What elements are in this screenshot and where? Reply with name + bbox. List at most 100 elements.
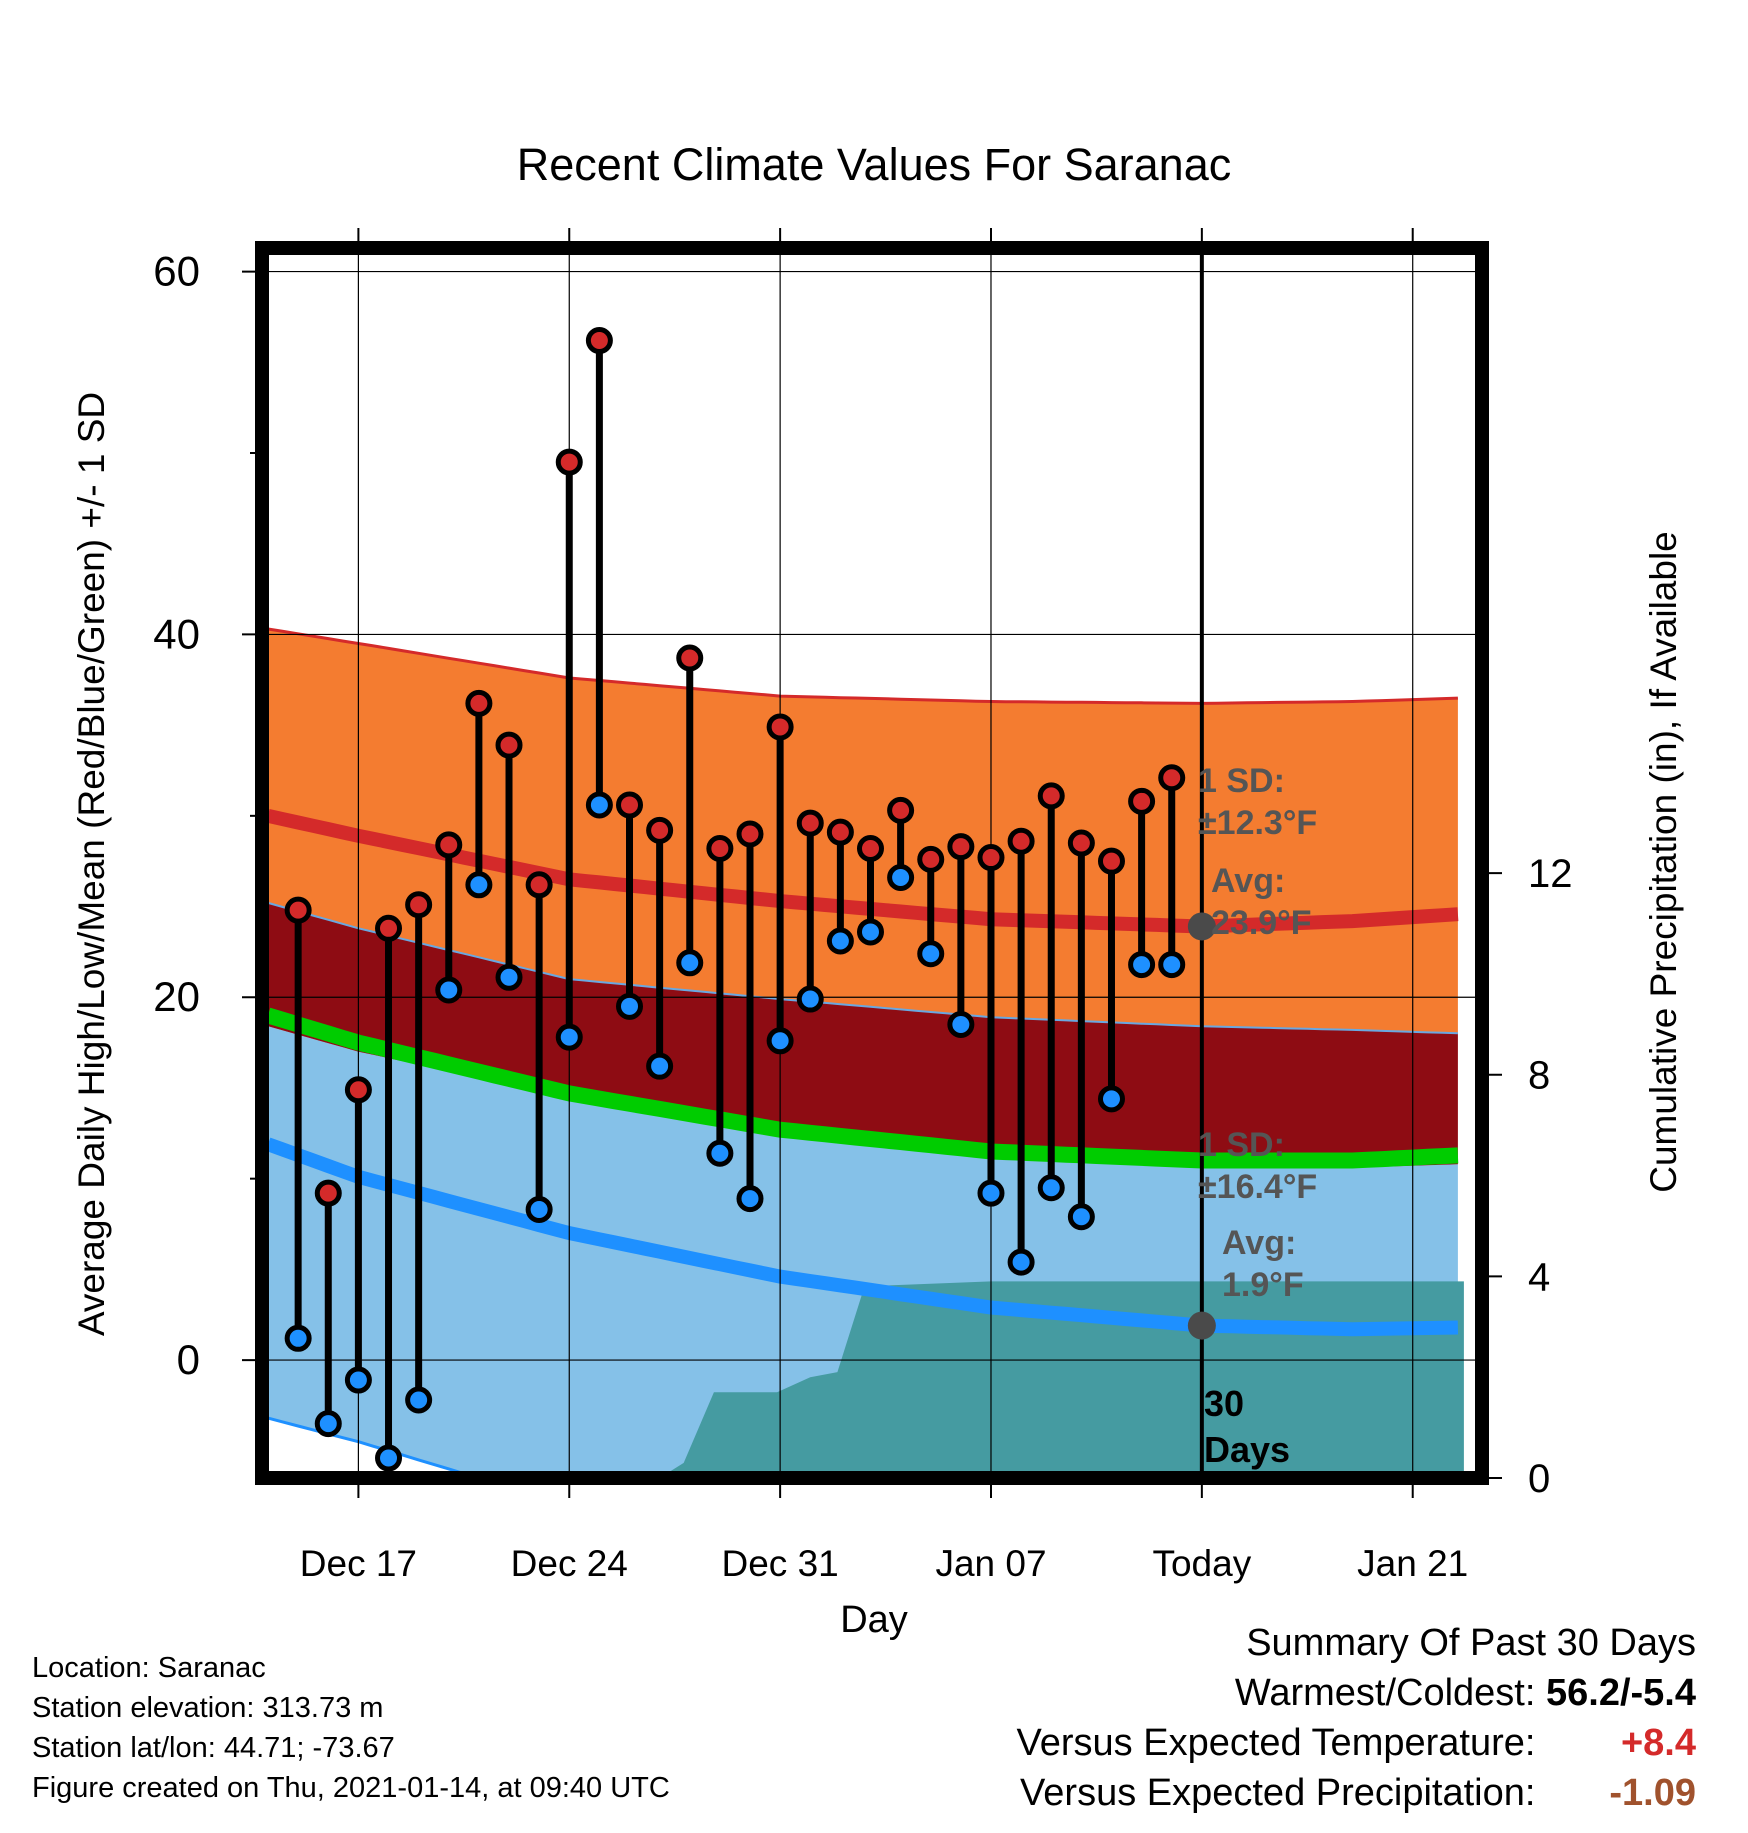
daily-low-point [1037,1174,1065,1202]
daily-high-point [1158,764,1186,792]
daily-low-point [405,1386,433,1414]
y2-tick-label: 12 [1528,852,1573,896]
daily-high-point [706,834,734,862]
warm-cold-label: Warmest/Coldest: [1234,1672,1536,1714]
station-info: Location: Saranac Station elevation: 313… [32,1648,670,1808]
precip-value: -1.09 [1609,1772,1696,1814]
daily-low-point [1158,951,1186,979]
low-avg-label: Avg: [1222,1224,1296,1262]
daily-high-point [1097,847,1125,875]
daily-high-point [525,871,553,899]
period-number: 30 [1204,1383,1244,1424]
y-tick-label: 20 [153,973,200,1020]
daily-high-point [555,448,583,476]
low-avg-value: 1.9°F [1222,1266,1304,1304]
daily-low-point [435,976,463,1004]
summary-precip: Versus Expected Precipitation: -1.09 [1017,1768,1696,1818]
daily-low-point [1067,1203,1095,1231]
daily-high-point [646,816,674,844]
daily-high-point [585,327,613,355]
plot-frame [255,241,1489,1485]
daily-high-point [616,791,644,819]
overlap-band [268,902,1458,1168]
daily-high-point [796,809,824,837]
y2-tick-label: 8 [1528,1054,1550,1098]
daily-high-point [826,818,854,846]
low-sd-label: 1 SD: [1198,1126,1285,1164]
precip-area [268,1281,1464,1478]
y-tick-label: 0 [177,1336,200,1383]
daily-low-point [917,940,945,968]
daily-low-point [736,1185,764,1213]
y-tick-label: 40 [153,610,200,657]
daily-high-point [1128,787,1156,815]
low-sd-value: ±16.4°F [1198,1168,1317,1206]
mean-line [265,1007,1459,1169]
daily-high-point [977,844,1005,872]
daily-low-point [1097,1085,1125,1113]
daily-low-point [887,864,915,892]
daily-high-point [947,833,975,861]
daily-high-point [1007,827,1035,855]
summary-temp: Versus Expected Temperature: +8.4 [1017,1718,1696,1768]
daily-high-point [435,831,463,859]
temp-value: +8.4 [1620,1722,1696,1764]
period-unit: Days [1204,1429,1290,1470]
low-avg-marker [1187,1311,1216,1340]
daily-low-point [495,963,523,991]
daily-low-point [826,927,854,955]
x-tick-label: Dec 31 [722,1543,839,1584]
temp-label: Versus Expected Temperature: [1016,1722,1536,1764]
high-upper-edge [267,627,1458,705]
daily-high-point [375,914,403,942]
daily-low-point [284,1324,312,1352]
daily-high-point [766,713,794,741]
daily-high-point [284,896,312,924]
summary-panel: Summary Of Past 30 Days Warmest/Coldest:… [1017,1618,1696,1818]
high-sd-value: ±12.3°F [1198,804,1317,842]
daily-low-point [314,1410,342,1438]
footer-latlon: Station lat/lon: 44.71; -73.67 [32,1732,395,1764]
x-tick-label: Jan 21 [1357,1543,1468,1584]
daily-high-point [736,820,764,848]
daily-low-point [676,949,704,977]
warm-cold-value: 56.2/-5.4 [1546,1672,1696,1714]
high-avg-value: 23.9°F [1211,904,1312,942]
daily-low-point [706,1139,734,1167]
x-axis-label: Day [840,1599,908,1641]
daily-high-point [856,834,884,862]
daily-high-point [1037,782,1065,810]
high-avg-label: Avg: [1211,862,1285,900]
high-sd-label: 1 SD: [1198,762,1285,800]
daily-low-point [1128,951,1156,979]
footer-location: Location: Saranac [32,1652,266,1684]
daily-high-point [344,1076,372,1104]
high-sd-band [268,629,1458,1034]
daily-low-point [766,1027,794,1055]
x-tick-label: Jan 07 [935,1543,1046,1584]
daily-low-point [947,1010,975,1038]
daily-high-point [1067,829,1095,857]
daily-high-point [495,731,523,759]
x-tick-label: Dec 24 [511,1543,628,1584]
daily-high-point [917,845,945,873]
daily-low-point [616,992,644,1020]
daily-low-point [465,871,493,899]
x-tick-label: Today [1152,1543,1251,1584]
high-avg-line [266,808,1459,934]
y2-axis-label: Cumulative Precipitation (in), If Availa… [1643,531,1684,1193]
summary-heading: Summary Of Past 30 Days [1246,1622,1696,1664]
daily-low-point [646,1052,674,1080]
footer-elevation: Station elevation: 313.73 m [32,1692,384,1724]
daily-low-point [375,1444,403,1472]
y-axis-label: Average Daily High/Low/Mean (Red/Blue/Gr… [71,392,112,1336]
footer-created: Figure created on Thu, 2021-01-14, at 09… [32,1772,670,1804]
daily-low-point [555,1023,583,1051]
precip-label: Versus Expected Precipitation: [1020,1772,1536,1814]
y2-tick-label: 4 [1528,1255,1550,1299]
y-tick-label: 60 [153,248,200,295]
y2-tick-label: 0 [1528,1457,1550,1501]
high-avg-marker [1187,912,1216,941]
